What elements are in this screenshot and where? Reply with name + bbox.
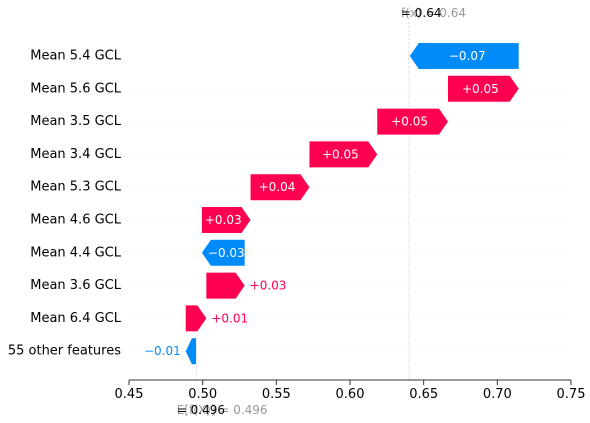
bar-value-label: −0.07 [449, 49, 486, 63]
bar-mean-5-6-gcl [447, 75, 519, 102]
x-tick-label: 0.65 [409, 387, 438, 402]
feature-name-label: Mean 3.6 GCL [30, 278, 122, 293]
x-tick-label: 0.60 [336, 387, 365, 402]
bar-value-label: +0.03 [205, 213, 242, 227]
feature-name-label: Mean 4.6 GCL [30, 213, 122, 228]
bar-mean-4-6-gcl [201, 207, 251, 233]
bar-mean-5-4-gcl [409, 43, 519, 69]
bar-value-label: −0.01 [144, 344, 181, 358]
bar-value-label: +0.04 [259, 180, 296, 194]
bar-value-label: +0.05 [391, 115, 428, 129]
bar-mean-6-4-gcl [185, 305, 207, 332]
feature-name-label: Mean 5.3 GCL [30, 180, 122, 195]
bar-value-label: +0.05 [462, 82, 499, 96]
bar-55-other-features [185, 338, 197, 365]
bar-mean-4-4-gcl [201, 239, 245, 266]
feature-name-label: Mean 3.5 GCL [30, 114, 122, 129]
bar-value-label: −0.03 [208, 246, 245, 260]
fx-value-label: f(x) = 0.64 [401, 6, 466, 20]
bar-mean-5-3-gcl [250, 174, 310, 201]
bar-value-label: +0.01 [211, 311, 248, 325]
base-value-label: E[f(X)] = 0.496 [177, 403, 268, 417]
x-axis: 0.45 0.50 0.55 0.60 0.65 0.70 0.75 [115, 379, 586, 402]
x-tick-label: 0.75 [557, 387, 586, 402]
fx-value-overlay: = 0.64 [401, 6, 442, 20]
base-value-overlay: = 0.496 [177, 403, 225, 417]
feature-bars: −0.07 +0.05 +0.05 +0.05 +0.04 +0.03 −0.03 +0.03… [144, 43, 519, 365]
feature-name-label: Mean 5.6 GCL [30, 81, 122, 96]
x-tick-label: 0.50 [188, 387, 217, 402]
bar-value-label: +0.03 [250, 279, 287, 293]
feature-name-label: Mean 3.4 GCL [30, 147, 122, 162]
feature-labels: Mean 5.4 GCL Mean 5.6 GCL Mean 3.5 GCL Mean… [8, 49, 122, 359]
bar-mean-3-4-gcl [309, 141, 378, 168]
bar-value-label: +0.05 [322, 147, 359, 161]
feature-name-label: Mean 4.4 GCL [30, 245, 122, 260]
feature-name-label: 55 other features [8, 344, 121, 359]
x-tick-label: 0.70 [483, 387, 512, 402]
x-tick-label: 0.45 [115, 387, 144, 402]
feature-name-label: Mean 5.4 GCL [30, 49, 122, 64]
bar-mean-3-6-gcl [206, 272, 245, 299]
bar-mean-3-5-gcl [377, 108, 448, 135]
x-tick-label: 0.55 [262, 387, 291, 402]
feature-name-label: Mean 6.4 GCL [30, 311, 122, 326]
